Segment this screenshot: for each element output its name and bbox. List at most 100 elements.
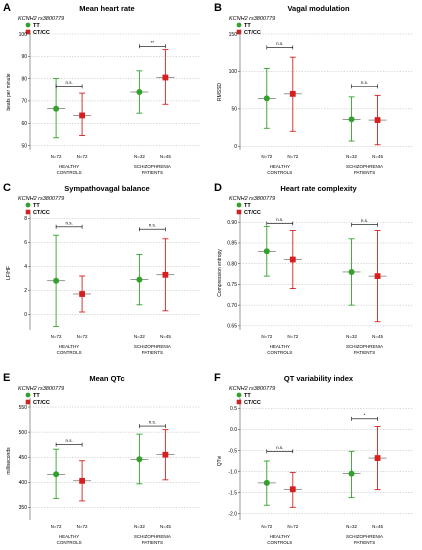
legend-marker-tt [236, 202, 242, 208]
panel-letter: B [214, 2, 222, 14]
group-label: HEALTHY [59, 344, 79, 349]
y-tick-label: -1.0 [228, 469, 237, 475]
legend-label: CT/CC [33, 30, 50, 36]
group-label: CONTROLS [57, 540, 82, 545]
y-tick-label: 6 [24, 240, 27, 246]
y-tick-label: 100 [229, 69, 238, 75]
legend-marker-tt [25, 22, 31, 28]
y-tick-label: 50 [21, 143, 27, 149]
legend-label: CT/CC [244, 400, 261, 406]
panel-title: Vagal modulation [287, 4, 350, 13]
y-tick-label: 8 [24, 216, 27, 222]
n-label: N=45 [372, 334, 383, 339]
panel-title: Mean QTc [89, 374, 124, 383]
y-tick-label: 0.5 [230, 406, 237, 412]
group-label: HEALTHY [59, 164, 79, 169]
panel-title: Mean heart rate [79, 4, 134, 13]
significance-label: n.s. [149, 223, 156, 228]
group-label: PATIENTS [354, 350, 375, 355]
panel-letter: F [214, 372, 221, 384]
gene-label: KCNH2 rs3800779 [229, 16, 275, 22]
group-label: HEALTHY [270, 164, 290, 169]
y-axis-label: beats per minute [6, 73, 12, 110]
legend-marker-ctcc [236, 399, 242, 405]
legend-marker-ctcc [236, 29, 242, 35]
y-tick-label: 70 [21, 99, 27, 105]
significance-label: n.s. [65, 80, 72, 85]
mean-point-ctcc [162, 271, 169, 278]
n-label: N=72 [51, 154, 62, 159]
mean-point-tt [263, 95, 270, 102]
y-tick-label: 400 [19, 480, 28, 486]
legend-marker-ctcc [25, 399, 31, 405]
mean-point-tt [348, 470, 355, 477]
legend-marker-tt [236, 392, 242, 398]
y-tick-label: 0.70 [227, 303, 237, 309]
legend-label: TT [33, 393, 40, 399]
legend-label: CT/CC [33, 400, 50, 406]
gene-label: KCNH2 rs3800779 [229, 196, 275, 202]
significance-label: ** [151, 40, 155, 45]
significance-label: n.s. [276, 41, 283, 46]
n-label: N=45 [372, 154, 383, 159]
mean-point-ctcc [289, 256, 296, 263]
n-label: N=72 [261, 154, 272, 159]
n-label: N=72 [77, 154, 88, 159]
y-tick-label: 80 [21, 76, 27, 82]
group-label: PATIENTS [142, 350, 163, 355]
panel-letter: C [3, 182, 11, 194]
legend-label: TT [33, 203, 40, 209]
mean-point-tt [53, 277, 60, 284]
y-tick-label: 550 [19, 405, 28, 411]
mean-point-ctcc [162, 451, 169, 458]
y-tick-label: 150 [229, 32, 238, 38]
gene-label: KCNH2 rs3800779 [18, 16, 64, 22]
gene-label: KCNH2 rs3800779 [18, 196, 64, 202]
n-label: N=72 [287, 154, 298, 159]
y-tick-label: -1.5 [228, 490, 237, 496]
significance-label: n.s. [361, 80, 368, 85]
n-label: N=32 [134, 524, 145, 529]
n-label: N=32 [134, 334, 145, 339]
legend-marker-tt [25, 392, 31, 398]
mean-point-tt [136, 276, 143, 283]
n-label: N=45 [160, 524, 171, 529]
group-label: HEALTHY [59, 534, 79, 539]
legend-label: TT [244, 203, 251, 209]
panel-F: F QT variability index KCNH2 rs3800779TTCT… [214, 372, 413, 545]
n-label: N=72 [51, 334, 62, 339]
legend-marker-ctcc [25, 29, 31, 35]
mean-point-ctcc [374, 455, 381, 461]
panel-title: Heart rate complexity [280, 184, 357, 193]
mean-point-tt [53, 105, 60, 112]
n-label: N=32 [346, 334, 357, 339]
y-axis-label: milliseconds [6, 447, 12, 475]
y-axis-label: Compression entropy [217, 249, 223, 297]
legend-label: CT/CC [244, 210, 261, 216]
y-tick-label: 0 [234, 144, 237, 150]
mean-point-tt [136, 456, 143, 463]
panel-letter: E [3, 372, 10, 384]
legend-marker-tt [25, 202, 31, 208]
n-label: N=45 [372, 524, 383, 529]
y-tick-label: 50 [231, 107, 237, 113]
mean-point-ctcc [79, 291, 85, 297]
group-label: HEALTHY [270, 344, 290, 349]
n-label: N=72 [287, 524, 298, 529]
significance-label: n.s. [276, 217, 283, 222]
n-label: N=72 [287, 334, 298, 339]
group-label: CONTROLS [267, 350, 292, 355]
n-label: N=72 [261, 524, 272, 529]
y-tick-label: 0.90 [227, 220, 237, 226]
y-axis-label: LF/HF [6, 266, 12, 280]
y-tick-label: -2.0 [228, 511, 237, 517]
y-tick-label: 100 [19, 32, 28, 38]
mean-point-tt [348, 116, 355, 123]
mean-point-ctcc [289, 486, 296, 493]
gene-label: KCNH2 rs3800779 [229, 386, 275, 392]
legend-label: TT [244, 23, 251, 29]
panel-letter: D [214, 182, 222, 194]
group-label: SCHIZOPHRENIA [346, 164, 383, 169]
y-tick-label: 90 [21, 54, 27, 60]
